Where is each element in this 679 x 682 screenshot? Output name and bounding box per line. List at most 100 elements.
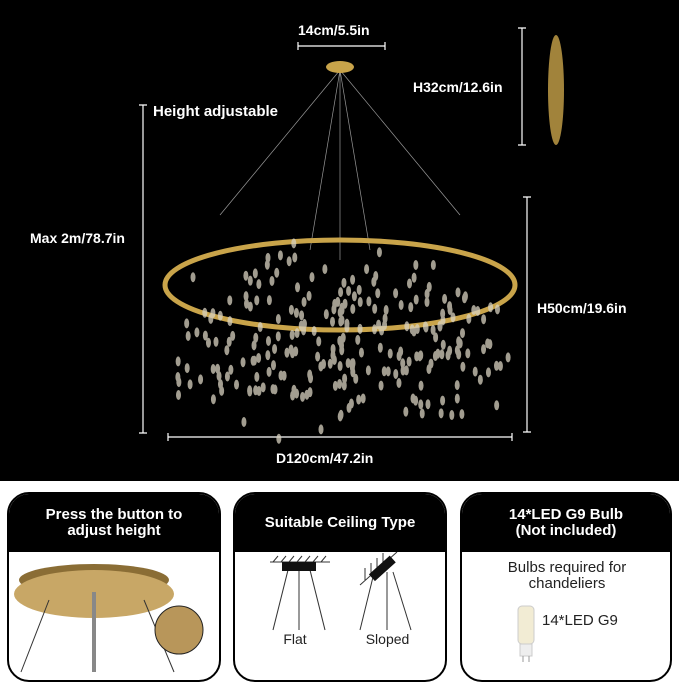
- crystal: [505, 352, 511, 363]
- crystal: [316, 336, 322, 347]
- crystal: [408, 302, 414, 313]
- crystal: [291, 238, 297, 249]
- ceiling-flat-label: Flat: [283, 631, 307, 647]
- crystal: [184, 363, 190, 374]
- ceiling-type-panel: Suitable Ceiling Type Flat Sloped: [233, 492, 447, 682]
- crystal: [330, 316, 336, 327]
- crystal: [291, 384, 297, 395]
- crystal: [294, 328, 300, 339]
- crystal: [304, 389, 310, 400]
- crystal: [465, 348, 471, 359]
- crystal: [413, 294, 419, 305]
- crystal: [274, 267, 280, 278]
- crystal: [344, 322, 350, 333]
- crystal: [187, 379, 193, 390]
- crystal: [331, 355, 337, 366]
- crystal: [413, 259, 419, 270]
- crystal: [400, 358, 406, 369]
- crystal: [275, 331, 281, 342]
- crystal: [364, 264, 370, 275]
- product-dimension-image: 14cm/5.5in Height adjustable Max 2m/78.7…: [0, 0, 679, 481]
- crystal: [411, 272, 417, 283]
- crystal: [256, 279, 262, 290]
- crystal: [383, 305, 389, 316]
- crystal: [460, 328, 466, 339]
- crystal: [355, 334, 361, 345]
- crystal: [190, 272, 196, 283]
- crystal: [252, 268, 258, 279]
- crystal: [494, 304, 500, 315]
- crystal: [375, 288, 381, 299]
- crystal: [332, 380, 338, 391]
- crystal: [247, 275, 253, 286]
- crystal: [254, 295, 260, 306]
- crystal: [461, 293, 467, 304]
- crystal: [477, 374, 483, 385]
- crystal: [323, 309, 329, 320]
- crystal: [228, 364, 234, 375]
- crystal: [210, 394, 216, 405]
- crystal: [251, 340, 257, 351]
- crystal: [289, 329, 295, 340]
- crystal: [338, 316, 344, 327]
- crystal: [295, 282, 301, 293]
- crystal: [447, 345, 453, 356]
- canopy-closeup-image: [14, 564, 204, 673]
- crystal: [396, 377, 402, 388]
- crystal: [270, 384, 276, 395]
- crystal: [439, 349, 445, 360]
- crystal: [442, 293, 448, 304]
- crystal: [230, 330, 236, 341]
- crystal: [277, 250, 283, 261]
- crystal: [351, 291, 357, 302]
- crystal: [266, 295, 272, 306]
- crystal: [418, 380, 424, 391]
- crystal: [350, 367, 356, 378]
- crystal: [406, 278, 412, 289]
- crystal: [418, 350, 424, 361]
- chandelier-illustration: [139, 27, 564, 444]
- crystal: [241, 416, 247, 427]
- crystal: [219, 385, 225, 396]
- crystal: [254, 371, 260, 382]
- crystal: [224, 345, 230, 356]
- crystal: [357, 323, 363, 334]
- crystal: [426, 364, 432, 375]
- crystal: [318, 424, 324, 435]
- crystal: [271, 360, 277, 371]
- crystal: [437, 321, 443, 332]
- crystal: [414, 351, 420, 362]
- crystal: [340, 332, 346, 343]
- crystal: [322, 264, 328, 275]
- crystal: [398, 346, 404, 357]
- crystal: [455, 287, 461, 298]
- crystal: [243, 291, 249, 302]
- crystal: [227, 295, 233, 306]
- crystal: [269, 275, 275, 286]
- crystal: [459, 409, 465, 420]
- crystal: [350, 274, 356, 285]
- crystal-height-dimension: H32cm/12.6in: [413, 79, 503, 95]
- crystal: [475, 305, 481, 316]
- crystal: [309, 272, 315, 283]
- crystal: [318, 361, 324, 372]
- body-height-dimension: H50cm/19.6in: [537, 300, 627, 316]
- crystal: [385, 366, 391, 377]
- crystal: [276, 433, 282, 444]
- crystal: [404, 321, 410, 332]
- max-height-dimension: Max 2m/78.7in: [30, 230, 125, 246]
- bulb-note: Bulbs required for chandeliers: [507, 559, 627, 592]
- crystal: [454, 393, 460, 404]
- crystal: [414, 324, 420, 335]
- crystal: [345, 358, 351, 369]
- crystal: [266, 366, 272, 377]
- crystal: [210, 364, 216, 375]
- crystal: [346, 285, 352, 296]
- crystal: [339, 305, 345, 316]
- crystal: [447, 301, 453, 312]
- crystal: [208, 313, 214, 324]
- crystal: [184, 318, 190, 329]
- crystal: [393, 368, 399, 379]
- crystal: [426, 281, 432, 292]
- panel-title: 14*LED G9 Bulb: [508, 506, 624, 523]
